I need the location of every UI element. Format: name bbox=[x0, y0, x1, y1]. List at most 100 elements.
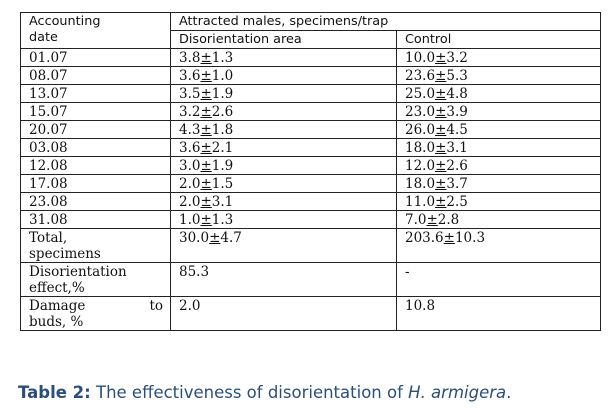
header-row: Accounting date Attracted males, specime… bbox=[20, 12, 601, 49]
plus-minus-sign: ± bbox=[200, 158, 212, 174]
cell-disorientation-sd: 3.1 bbox=[211, 194, 234, 210]
cell-control-sd: 3.1 bbox=[446, 140, 468, 156]
cell-control-mean: 23.6 bbox=[405, 68, 436, 84]
plus-minus-sign: ± bbox=[200, 140, 212, 156]
damage-label-line2: buds, % bbox=[29, 314, 84, 330]
cell-disorientation-mean: 3.2 bbox=[179, 104, 201, 120]
header-date-label: date bbox=[29, 30, 58, 45]
plus-minus-sign: ± bbox=[435, 176, 447, 192]
table-row: 08.07 3.6±1.0 23.6±5.3 bbox=[20, 66, 601, 85]
plus-minus-sign: ± bbox=[209, 230, 221, 246]
cell-disorientation-mean: 1.0 bbox=[179, 212, 201, 228]
header-disorientation-area: Disorientation area bbox=[170, 30, 397, 49]
cell-disorientation: 3.8±1.3 bbox=[170, 48, 397, 67]
cell-control-mean: 18.0 bbox=[405, 140, 436, 156]
table-row: 13.07 3.5±1.9 25.0±4.8 bbox=[20, 84, 601, 103]
table-row: 15.07 3.2±2.6 23.0±3.9 bbox=[20, 102, 601, 121]
cell-total-control: 203.6±10.3 bbox=[396, 228, 601, 263]
cell-control: 18.0±3.7 bbox=[396, 174, 601, 193]
plus-minus-sign: ± bbox=[200, 50, 212, 66]
table-row: 03.08 3.6±2.1 18.0±3.1 bbox=[20, 138, 601, 157]
plus-minus-sign: ± bbox=[435, 104, 447, 120]
cell-total-disorientation-mean: 30.0 bbox=[179, 230, 210, 246]
cell-date: 08.07 bbox=[20, 66, 171, 85]
plus-minus-sign: ± bbox=[200, 176, 212, 192]
cell-disorientation: 3.5±1.9 bbox=[170, 84, 397, 103]
cell-control-mean: 12.0 bbox=[405, 158, 436, 174]
header-control: Control bbox=[396, 30, 601, 49]
cell-date: 01.07 bbox=[20, 48, 171, 67]
damage-label-line1: Damage to bbox=[29, 298, 163, 314]
cell-disorientation-mean: 3.8 bbox=[179, 50, 201, 66]
damage-row: Damage to buds, % 2.0 10.8 bbox=[20, 296, 601, 331]
plus-minus-sign: ± bbox=[200, 194, 212, 210]
total-row: Total, specimens 30.0±4.7 203.6±10.3 bbox=[20, 228, 601, 263]
cell-control-mean: 18.0 bbox=[405, 176, 436, 192]
cell-date: 13.07 bbox=[20, 84, 171, 103]
cell-disorientation: 2.0±1.5 bbox=[170, 174, 397, 193]
cell-disorientation-sd: 2.1 bbox=[211, 140, 234, 156]
table-row: 20.07 4.3±1.8 26.0±4.5 bbox=[20, 120, 601, 139]
cell-disorientation-mean: 3.6 bbox=[179, 68, 201, 84]
cell-date: 31.08 bbox=[20, 210, 171, 229]
cell-control-sd: 2.5 bbox=[446, 194, 468, 210]
cell-date: 15.07 bbox=[20, 102, 171, 121]
cell-control-sd: 4.8 bbox=[446, 86, 468, 102]
cell-control: 10.0±3.2 bbox=[396, 48, 601, 67]
cell-control: 23.0±3.9 bbox=[396, 102, 601, 121]
plus-minus-sign: ± bbox=[435, 50, 447, 66]
caption-text: The effectiveness of disorientation of bbox=[90, 383, 409, 402]
cell-control-sd: 5.3 bbox=[446, 68, 468, 84]
effect-label-line2: effect,% bbox=[29, 280, 85, 296]
cell-control-sd: 3.2 bbox=[446, 50, 468, 66]
cell-disorientation: 3.6±1.0 bbox=[170, 66, 397, 85]
table-container: Accounting date Attracted males, specime… bbox=[20, 12, 601, 331]
cell-date: 23.08 bbox=[20, 192, 171, 211]
cell-disorientation: 3.6±2.1 bbox=[170, 138, 397, 157]
plus-minus-sign: ± bbox=[200, 86, 212, 102]
cell-disorientation-sd: 2.6 bbox=[211, 104, 234, 120]
cell-control-sd: 2.6 bbox=[446, 158, 468, 174]
cell-disorientation: 3.0±1.9 bbox=[170, 156, 397, 175]
plus-minus-sign: ± bbox=[426, 212, 438, 228]
effect-label-line1: Disorientation bbox=[29, 264, 127, 280]
table-caption: Table 2: The effectiveness of disorienta… bbox=[18, 383, 511, 402]
header-attracted-males: Attracted males, specimens/trap bbox=[170, 12, 601, 31]
plus-minus-sign: ± bbox=[443, 230, 455, 246]
total-label-line1: Total, bbox=[29, 230, 68, 246]
plus-minus-sign: ± bbox=[200, 122, 212, 138]
cell-total-label: Total, specimens bbox=[20, 228, 171, 263]
cell-total-disorientation-sd: 4.7 bbox=[220, 230, 242, 246]
total-label-line2: specimens bbox=[29, 246, 101, 262]
cell-disorientation-sd: 1.5 bbox=[211, 176, 234, 192]
table-row: 01.07 3.8±1.3 10.0±3.2 bbox=[20, 48, 601, 67]
plus-minus-sign: ± bbox=[435, 158, 447, 174]
cell-disorientation-sd: 1.9 bbox=[211, 158, 234, 174]
cell-total-control-mean: 203.6 bbox=[405, 230, 444, 246]
cell-disorientation-sd: 1.8 bbox=[211, 122, 234, 138]
cell-control: 25.0±4.8 bbox=[396, 84, 601, 103]
data-table: Accounting date Attracted males, specime… bbox=[20, 12, 601, 331]
damage-label-word2: to bbox=[149, 298, 163, 314]
cell-date: 12.08 bbox=[20, 156, 171, 175]
cell-disorientation-mean: 2.0 bbox=[179, 176, 201, 192]
cell-effect-disorientation: 85.3 bbox=[170, 262, 397, 297]
cell-total-control-sd: 10.3 bbox=[454, 230, 486, 246]
cell-disorientation-mean: 3.0 bbox=[179, 158, 201, 174]
plus-minus-sign: ± bbox=[200, 212, 212, 228]
cell-damage-disorientation: 2.0 bbox=[170, 296, 397, 331]
cell-disorientation: 1.0±1.3 bbox=[170, 210, 397, 229]
cell-control-mean: 26.0 bbox=[405, 122, 436, 138]
cell-control: 18.0±3.1 bbox=[396, 138, 601, 157]
cell-control: 26.0±4.5 bbox=[396, 120, 601, 139]
cell-control-sd: 3.9 bbox=[446, 104, 468, 120]
cell-disorientation-sd: 1.3 bbox=[211, 212, 234, 228]
cell-damage-label: Damage to buds, % bbox=[20, 296, 171, 331]
header-accounting-date: Accounting date bbox=[20, 12, 171, 49]
plus-minus-sign: ± bbox=[200, 104, 212, 120]
cell-control-mean: 7.0 bbox=[405, 212, 427, 228]
damage-label-word1: Damage bbox=[29, 298, 86, 314]
cell-disorientation-mean: 3.5 bbox=[179, 86, 201, 102]
cell-control: 12.0±2.6 bbox=[396, 156, 601, 175]
cell-control-sd: 3.7 bbox=[446, 176, 468, 192]
